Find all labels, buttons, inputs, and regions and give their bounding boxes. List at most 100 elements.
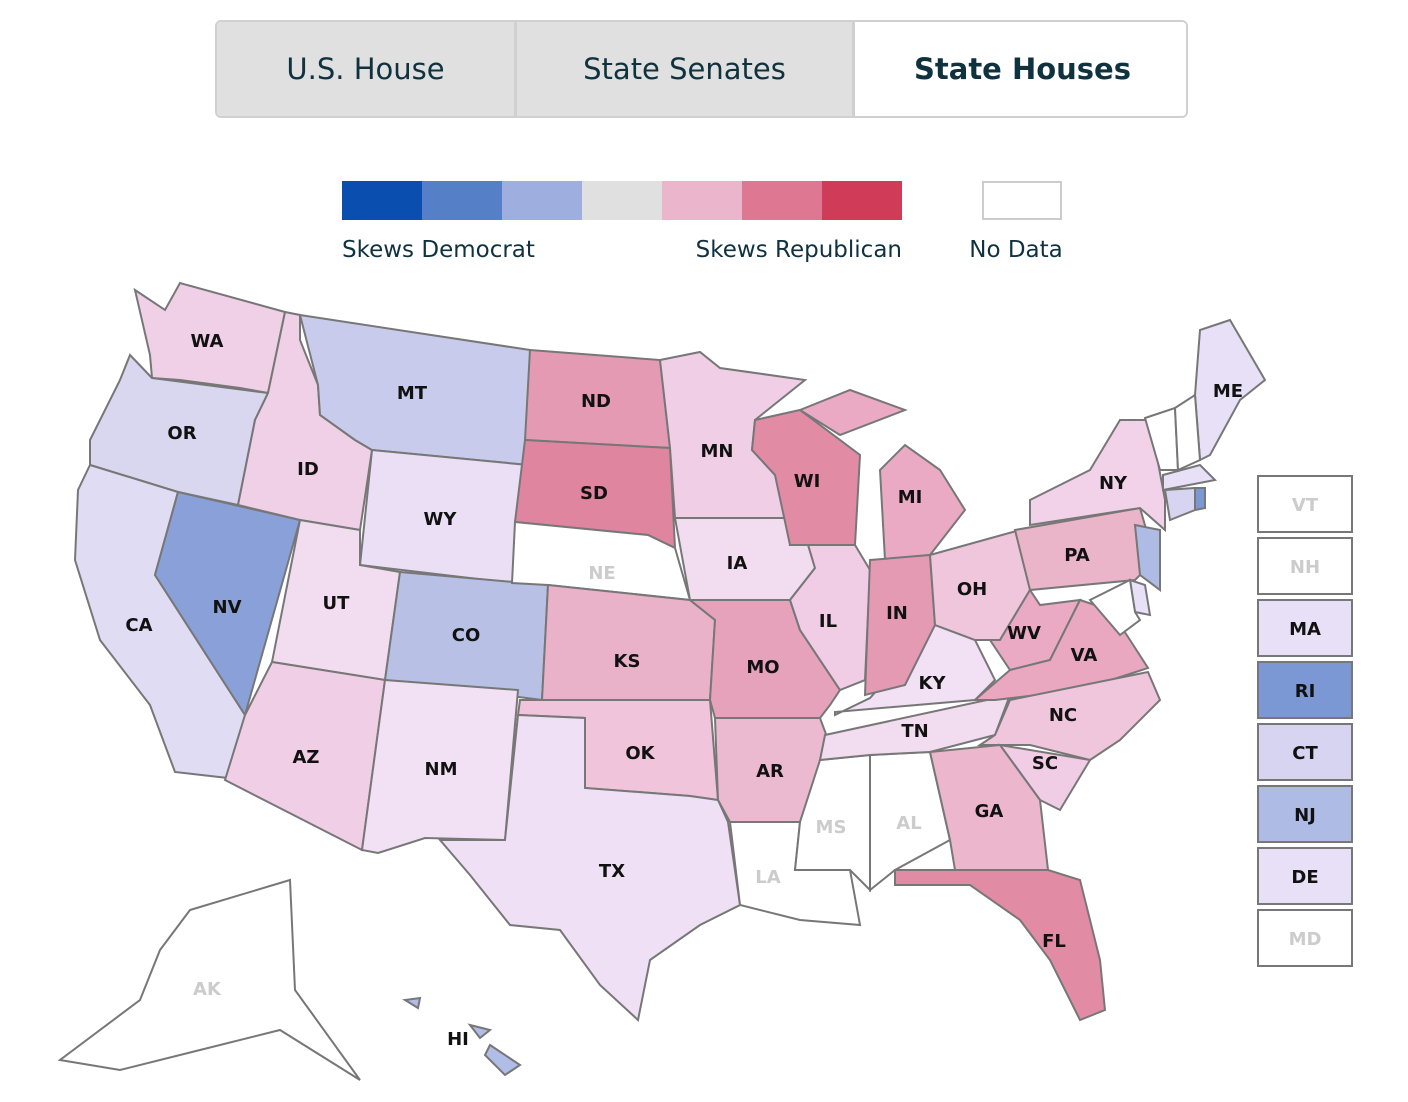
state-shape: [928, 743, 1050, 871]
state-shape: [383, 570, 550, 702]
state-label: KS: [614, 651, 641, 672]
legend-label: Skews Republican: [696, 237, 902, 263]
state-label: OK: [625, 743, 655, 764]
state-label: OR: [167, 423, 196, 444]
state-shape: [1173, 393, 1202, 472]
legend-swatch: [742, 181, 822, 220]
state-label: SC: [1032, 753, 1058, 774]
state-shape: [894, 869, 1107, 1022]
state-label: ME: [1213, 381, 1243, 402]
legend-swatch: [342, 181, 422, 220]
state-box: [1257, 723, 1353, 781]
state-label: ND: [581, 391, 611, 412]
tab[interactable]: State Senates: [517, 22, 855, 116]
state-shape: [1088, 578, 1142, 637]
state-label: KY: [919, 673, 947, 694]
state-shape: [223, 660, 387, 852]
state-label: NC: [1049, 705, 1077, 726]
state-label: UT: [323, 593, 351, 614]
legend-swatch: [822, 181, 902, 220]
state-label: AZ: [293, 747, 320, 768]
state-label: DE: [1291, 867, 1318, 888]
state-shape: [360, 678, 520, 855]
state-box: [1257, 661, 1353, 719]
state-box: [1257, 537, 1353, 595]
state-label: TN: [901, 721, 928, 742]
state-shape: [1162, 463, 1218, 492]
state-shape: [1143, 406, 1180, 471]
state-label: PA: [1064, 545, 1090, 566]
state-shape: [523, 348, 672, 450]
state-label: NV: [213, 597, 242, 618]
state-label: ID: [297, 459, 319, 480]
state-shape: [510, 520, 692, 602]
state-label: MD: [1289, 929, 1322, 950]
state-label: MO: [746, 657, 779, 678]
legend-no-data-swatch: [982, 181, 1062, 220]
state-shape: [133, 281, 287, 395]
state-shape: [73, 463, 247, 780]
tab[interactable]: State Houses: [855, 22, 1186, 116]
state-label: NY: [1099, 473, 1128, 494]
state-shape: [402, 996, 422, 1010]
state-box: [1257, 599, 1353, 657]
state-shape: [513, 438, 677, 550]
state-label: CO: [452, 625, 481, 646]
state-label: MS: [816, 817, 847, 838]
state-shape: [153, 490, 302, 718]
state-label: VA: [1071, 645, 1098, 666]
state-label: WI: [794, 471, 821, 492]
state-label: SD: [580, 483, 608, 504]
state-label: VT: [1292, 495, 1319, 516]
state-box: [1257, 909, 1353, 967]
state-shape: [437, 713, 742, 1022]
state-label: NH: [1290, 557, 1320, 578]
state-shape: [928, 528, 1032, 641]
state-label: LA: [755, 867, 780, 888]
legend-label: Skews Democrat: [342, 237, 535, 263]
state-shape: [673, 517, 817, 601]
state-box: [1257, 785, 1353, 843]
state-label: OH: [957, 579, 987, 600]
state-label: RI: [1295, 681, 1316, 702]
state-shape: [658, 350, 808, 519]
state-shape: [713, 717, 832, 823]
state-shape: [793, 753, 871, 893]
legend-swatch: [422, 181, 502, 220]
tab[interactable]: U.S. House: [217, 22, 517, 116]
state-shape: [869, 750, 952, 893]
state-shape: [540, 583, 717, 701]
state-shape: [358, 448, 530, 585]
state-box: [1257, 475, 1353, 533]
state-label: WV: [1007, 623, 1041, 644]
state-shape: [687, 599, 842, 719]
state-label: AL: [896, 813, 921, 834]
state-shape: [834, 623, 997, 717]
state-shape: [89, 353, 270, 507]
legend-swatch: [662, 181, 742, 220]
state-label: WY: [424, 509, 458, 530]
tab-bar: U.S. House State Senates State Houses: [215, 20, 1188, 118]
state-label: NE: [588, 563, 615, 584]
state-shape: [1013, 506, 1157, 592]
state-shape: [1128, 578, 1152, 617]
state-label: TX: [599, 861, 625, 882]
state-shape: [270, 518, 402, 682]
state-label: CT: [1292, 743, 1318, 764]
state-shape: [976, 670, 1162, 762]
state-shape: [878, 443, 967, 562]
state-shape: [298, 313, 532, 467]
state-label: HI: [447, 1029, 469, 1050]
state-label: FL: [1042, 931, 1066, 952]
state-shape: [750, 408, 862, 546]
state-label: MN: [701, 441, 734, 462]
state-shape: [516, 699, 720, 802]
state-shape: [997, 743, 1092, 812]
state-shape: [467, 1023, 493, 1040]
state-label: CA: [125, 615, 152, 636]
legend-swatch: [582, 181, 662, 220]
state-shape: [1029, 419, 1166, 533]
state-shape: [728, 821, 862, 927]
state-label: WA: [191, 331, 224, 352]
state-shape: [1193, 318, 1267, 462]
